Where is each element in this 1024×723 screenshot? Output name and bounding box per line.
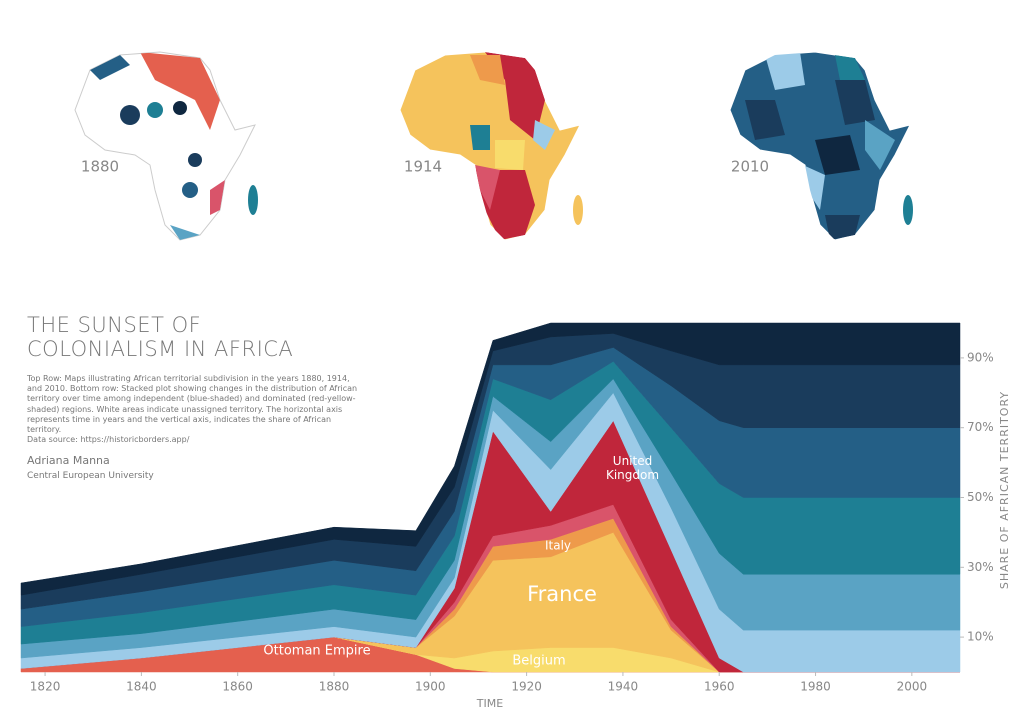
x-tick-label: 1920: [511, 680, 542, 694]
areas: [20, 322, 961, 673]
x-tick-label: 1840: [126, 680, 157, 694]
y-tick-label: 50%: [967, 490, 994, 504]
x-tick-label: 1940: [608, 680, 639, 694]
map-year: 1880: [81, 158, 119, 176]
area-label: Belgium: [512, 654, 565, 669]
chart-title: THE SUNSET OF COLONIALISM IN AFRICA: [27, 313, 294, 361]
y-tick-label: 30%: [967, 560, 994, 574]
x-tick-label: 1880: [319, 680, 350, 694]
area-label: Ottoman Empire: [263, 644, 370, 659]
y-axis-label: SHARE OF AFRICAN TERRITORY: [998, 391, 1011, 589]
axes: 1820 1840 1860 1880 1900 1920 1940 1960 1980 2000…: [30, 350, 994, 693]
map-year: 1914: [404, 158, 442, 176]
x-tick-label: 1980: [800, 680, 831, 694]
description: Top Row: Maps illustrating African terri…: [27, 374, 358, 435]
y-tick-label: 90%: [967, 350, 994, 364]
author: Adriana Manna: [27, 454, 110, 467]
y-tick-label: 10%: [967, 630, 994, 644]
map-1914: 1914: [399, 51, 583, 241]
map-year: 2010: [731, 158, 769, 176]
map-1880: 1880: [74, 51, 258, 241]
map-2010: 2010: [729, 51, 913, 241]
x-tick-label: 1820: [30, 680, 61, 694]
area-label: France: [527, 582, 597, 606]
area-label: Italy: [545, 539, 571, 553]
x-axis-label: TIME: [476, 697, 503, 710]
area-label: United Kingdom: [605, 454, 660, 482]
x-tick-label: 1960: [704, 680, 735, 694]
x-tick-label: 1860: [222, 680, 253, 694]
y-tick-label: 70%: [967, 420, 994, 434]
area-label-box: United Kingdom: [605, 454, 660, 482]
x-tick-label: 2000: [897, 680, 928, 694]
area: [20, 322, 961, 596]
affiliation: Central European University: [27, 471, 154, 481]
source: Data source: https://historicborders.app…: [27, 435, 190, 444]
x-tick-label: 1900: [415, 680, 446, 694]
